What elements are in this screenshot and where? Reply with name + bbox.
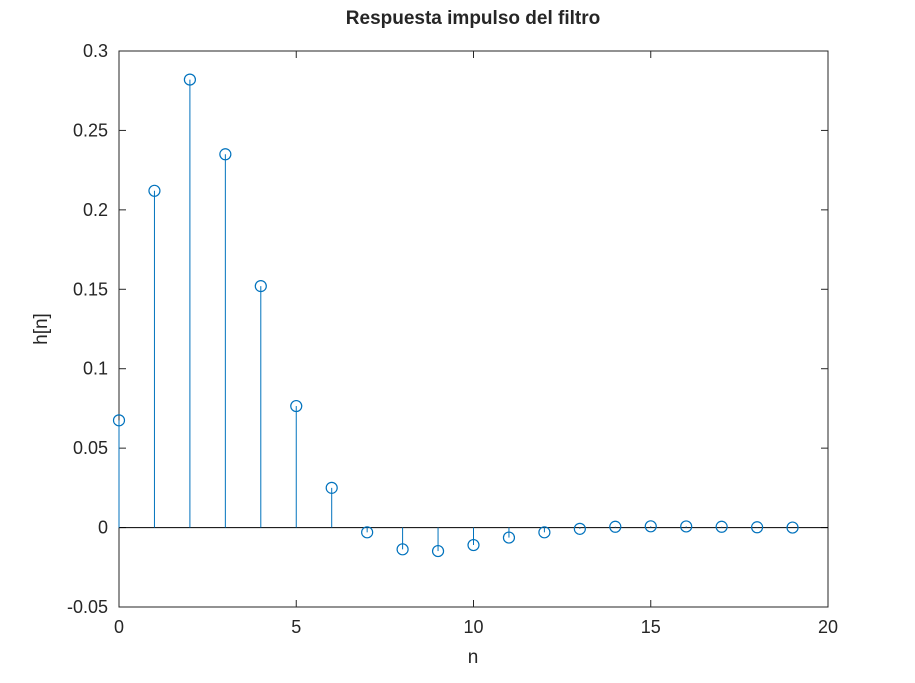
x-axis-label: n	[468, 647, 479, 668]
stem-marker	[219, 148, 232, 161]
stem-marker	[112, 414, 126, 427]
stem-marker	[396, 543, 409, 556]
stem-marker	[254, 280, 267, 293]
chart-title: Respuesta impulso del filtro	[346, 8, 600, 29]
y-tick-label: 0.15	[73, 279, 108, 299]
stem-marker	[467, 538, 480, 552]
stem-marker	[750, 521, 764, 534]
stem-marker	[573, 522, 586, 535]
y-tick-label: 0.3	[83, 41, 108, 61]
x-tick-label: 15	[641, 617, 661, 637]
y-tick-label: 0.05	[73, 438, 108, 458]
stem-marker	[183, 73, 196, 86]
x-tick-label: 5	[291, 617, 301, 637]
stem-marker	[786, 521, 799, 534]
stem-marker	[538, 526, 551, 539]
x-tick-label: 0	[114, 617, 124, 637]
y-tick-label: 0	[98, 518, 108, 538]
y-tick-label: 0.2	[83, 200, 108, 220]
stem-marker	[361, 526, 374, 539]
y-tick-label: 0.1	[83, 359, 108, 379]
stem-marker	[431, 544, 445, 558]
stem-marker	[715, 520, 728, 533]
stem-marker	[680, 520, 693, 533]
x-tick-label: 20	[818, 617, 838, 637]
stem-marker	[290, 399, 303, 413]
x-tick-label: 10	[463, 617, 483, 637]
stem-marker	[502, 531, 516, 544]
y-tick-label: -0.05	[67, 597, 108, 617]
stem-marker	[325, 481, 338, 494]
stem-marker	[644, 520, 657, 533]
y-tick-label: 0.25	[73, 120, 108, 140]
plot-area: 0 5 10 15 20 -0.05 0 0.05 0.1 0.15 0.2 0.25 0.3	[67, 41, 838, 637]
y-axis-label: h[n]	[31, 313, 52, 345]
stem-marker	[148, 184, 161, 197]
stem-marker	[609, 520, 622, 533]
